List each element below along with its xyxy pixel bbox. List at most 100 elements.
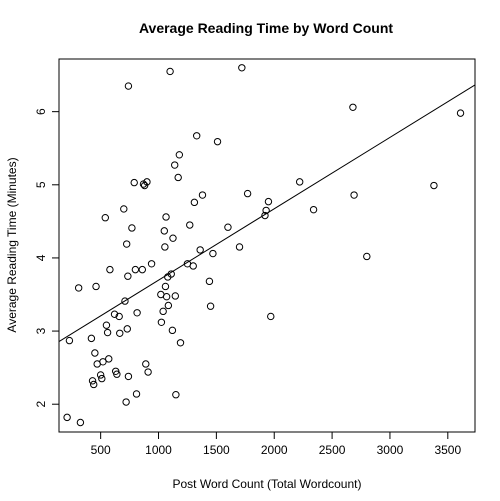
x-tick-label: 2500 [319, 443, 346, 457]
data-point [115, 312, 123, 321]
data-point [133, 309, 141, 317]
data-point [74, 284, 83, 292]
y-axis-label: Average Reading Time (Minutes) [5, 157, 19, 332]
data-point [206, 302, 215, 310]
data-point [430, 181, 438, 190]
x-axis-label: Post Word Count (Total Wordcount) [173, 477, 362, 491]
data-point [124, 272, 132, 280]
data-point [161, 282, 170, 291]
data-point [224, 223, 232, 231]
data-point [76, 418, 85, 427]
data-point [363, 252, 371, 261]
data-point [264, 197, 273, 206]
y-tick-label: 3 [34, 327, 48, 334]
data-point [186, 221, 194, 229]
y-axis: 2 3 4 5 6 [34, 108, 59, 408]
data-point [166, 67, 174, 76]
data-point [140, 181, 149, 190]
data-point [90, 380, 98, 389]
data-point [128, 224, 136, 232]
data-point [123, 325, 131, 333]
data-point [295, 178, 304, 186]
data-point [99, 358, 107, 366]
data-point [159, 307, 167, 316]
data-point [171, 292, 179, 300]
y-tick-label: 2 [34, 401, 48, 408]
data-point [176, 339, 185, 347]
data-point [162, 292, 171, 301]
x-tick-label: 3000 [377, 443, 404, 457]
data-point [196, 246, 204, 254]
data-point [130, 178, 138, 187]
data-point [209, 249, 217, 258]
data-point [167, 270, 175, 278]
chart-title: Average Reading Time by Word Count [139, 20, 393, 36]
data-point [88, 377, 97, 385]
data-point [147, 260, 156, 268]
x-tick-label: 1500 [203, 443, 230, 457]
data-point [161, 243, 169, 251]
data-point [243, 189, 252, 198]
data-point [456, 109, 465, 117]
data-point [169, 234, 177, 242]
data-point [106, 265, 114, 274]
data-point [113, 370, 121, 378]
data-point [63, 413, 71, 422]
data-point [98, 374, 106, 383]
data-point [143, 178, 151, 186]
data-point [157, 318, 166, 326]
data-point [198, 191, 207, 199]
x-tick-label: 1000 [145, 443, 172, 457]
data-point [102, 321, 111, 329]
y-tick-label: 4 [34, 254, 48, 261]
y-tick-label: 6 [34, 108, 48, 115]
data-point [116, 329, 124, 337]
x-tick-label: 3500 [434, 443, 461, 457]
data-point [87, 334, 96, 343]
y-tick-label: 5 [34, 181, 48, 188]
data-point [121, 297, 129, 305]
data-point [238, 64, 246, 72]
data-point [96, 371, 105, 379]
data-point [65, 336, 74, 345]
data-point [189, 262, 197, 270]
x-tick-label: 2000 [261, 443, 288, 457]
data-point [160, 227, 169, 235]
data-points [63, 64, 465, 427]
data-point [144, 368, 152, 376]
data-point [91, 349, 99, 357]
data-point [235, 243, 244, 251]
data-point [122, 240, 131, 248]
data-point [162, 213, 170, 221]
data-point [132, 390, 141, 398]
data-point [92, 282, 100, 291]
x-axis: 500 1000 1500 2000 2500 3000 3500 [91, 432, 461, 457]
data-point [309, 205, 318, 214]
data-point [174, 173, 182, 182]
data-point [122, 398, 130, 406]
data-point [213, 137, 222, 146]
data-point [190, 198, 199, 207]
data-point [267, 312, 275, 321]
data-point [349, 103, 357, 111]
data-point [164, 301, 173, 310]
data-point [103, 328, 112, 337]
data-point [168, 326, 177, 335]
data-point [262, 206, 270, 215]
data-point [101, 214, 109, 222]
data-point [124, 82, 133, 90]
plot-frame [58, 58, 476, 433]
data-point [131, 265, 140, 274]
data-point [120, 205, 128, 213]
data-point [261, 211, 269, 220]
data-point [350, 191, 358, 199]
data-point [171, 161, 179, 169]
data-point [175, 151, 184, 159]
data-point [172, 391, 180, 399]
data-point [105, 355, 113, 363]
data-point [142, 360, 150, 368]
data-point [205, 277, 214, 286]
x-tick-label: 500 [91, 443, 111, 457]
data-point [193, 132, 201, 140]
